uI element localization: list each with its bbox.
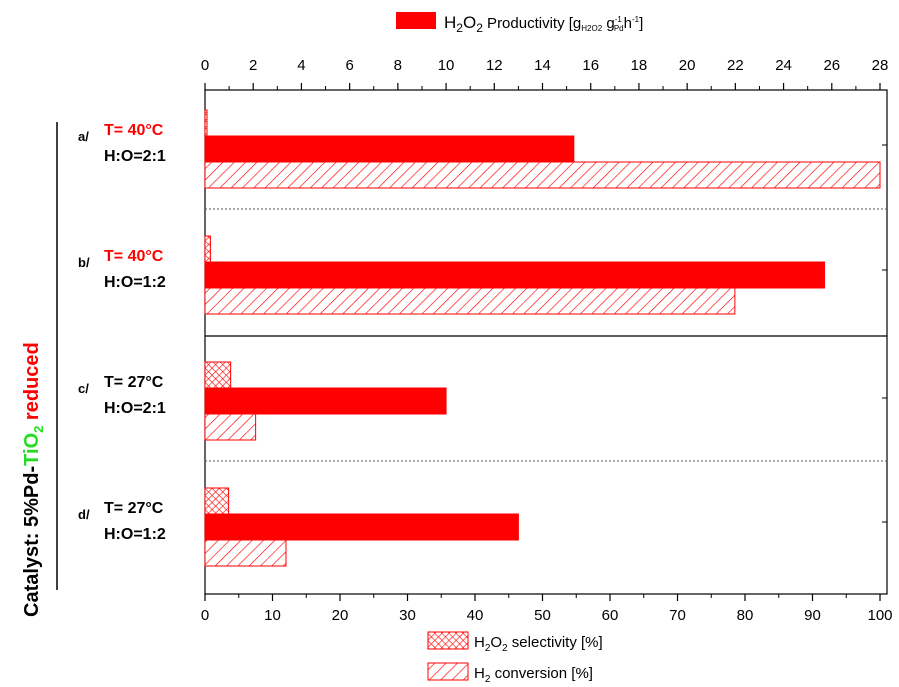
category-ratio: H:O=1:2: [104, 526, 166, 543]
category-temperature: T= 27°C: [104, 500, 164, 517]
category-tag: d/: [78, 507, 90, 522]
x-top-tick-label: 12: [486, 57, 503, 74]
x-bottom-tick-label: 10: [264, 607, 281, 624]
category-labels: a/T= 40°C H:O=2:1 b/T= 40°C H:O=1:2 c/T= 27°…: [78, 122, 166, 543]
bars: [204, 109, 881, 567]
legend-selectivity: H2O2 selectivity [%]: [427, 631, 603, 654]
x-bottom-tick-label: 70: [669, 607, 686, 624]
category-tag: a/: [78, 129, 89, 144]
x-top-tick-label: 6: [345, 57, 353, 74]
x-top-tick-label: 2: [249, 57, 257, 74]
x-bottom-tick-label: 90: [804, 607, 821, 624]
svg-text:H2 conversion [%]: H2 conversion [%]: [474, 665, 593, 685]
x-top-tick-label: 10: [438, 57, 455, 74]
bar-solid-3: [204, 387, 447, 415]
category-ratio: H:O=2:1: [104, 400, 166, 417]
category-tag: c/: [78, 381, 89, 396]
x-axis-top: 0 2 4 6 8 10 12 14 16 18 20 22 24 26 28: [201, 57, 889, 523]
x-top-tick-label: 8: [394, 57, 402, 74]
x-axis-bottom: 0 10 20 30 40 50 60 70 80 90 100: [201, 594, 893, 624]
x-bottom-tick-label: 80: [737, 607, 754, 624]
bar-crosshatch-3: [204, 361, 232, 389]
legend-conversion: H2 conversion [%]: [427, 662, 593, 685]
bar-solid-1: [204, 135, 575, 163]
x-bottom-tick-label: 20: [332, 607, 349, 624]
category-temperature: T= 40°C: [104, 122, 164, 139]
bar-crosshatch-4: [204, 487, 230, 515]
category-temperature: T= 27°C: [104, 374, 164, 391]
svg-text:H2O2 Productivity [gH2O2 g-1Pd: H2O2 Productivity [gH2O2 g-1 Pdh-1]: [444, 13, 643, 35]
x-bottom-tick-label: 40: [467, 607, 484, 624]
category-tag: b/: [78, 255, 90, 270]
bar-diagonal-4: [204, 539, 287, 567]
bar-solid-2: [204, 261, 826, 289]
bar-crosshatch-1: [204, 109, 208, 137]
x-bottom-tick-label: 30: [399, 607, 416, 624]
x-bottom-tick-label: 50: [534, 607, 551, 624]
bar-solid-4: [204, 513, 519, 541]
x-bottom-tick-label: 100: [867, 607, 892, 624]
x-top-tick-label: 18: [631, 57, 648, 74]
x-top-tick-label: 20: [679, 57, 696, 74]
x-top-tick-label: 0: [201, 57, 209, 74]
x-bottom-tick-label: 60: [602, 607, 619, 624]
legend-swatch-solid: [396, 12, 436, 29]
category-temperature: T= 40°C: [104, 248, 164, 265]
plot-frame: [204, 89, 888, 595]
bar-diagonal-3: [204, 413, 257, 441]
bar-diagonal-2: [204, 287, 736, 315]
legend-swatch-diagonal: [427, 662, 469, 681]
legend-swatch-crosshatch: [427, 631, 469, 650]
svg-text:H2O2 selectivity [%]: H2O2 selectivity [%]: [474, 634, 603, 654]
legend-productivity: H2O2 Productivity [gH2O2 g-1 Pdh-1]: [396, 12, 643, 35]
bar-diagonal-1: [204, 161, 881, 189]
catalyst-label: Catalyst: 5%Pd-TiO2 reduced: [21, 342, 46, 617]
x-top-tick-label: 26: [823, 57, 840, 74]
bar-crosshatch-2: [204, 235, 211, 263]
x-top-tick-label: 28: [872, 57, 889, 74]
x-bottom-tick-label: 0: [201, 607, 209, 624]
x-top-tick-label: 22: [727, 57, 744, 74]
x-top-tick-label: 24: [775, 57, 792, 74]
x-top-tick-label: 14: [534, 57, 551, 74]
category-ratio: H:O=2:1: [104, 148, 166, 165]
category-ratio: H:O=1:2: [104, 274, 166, 291]
x-top-tick-label: 4: [297, 57, 305, 74]
x-top-tick-label: 16: [582, 57, 599, 74]
